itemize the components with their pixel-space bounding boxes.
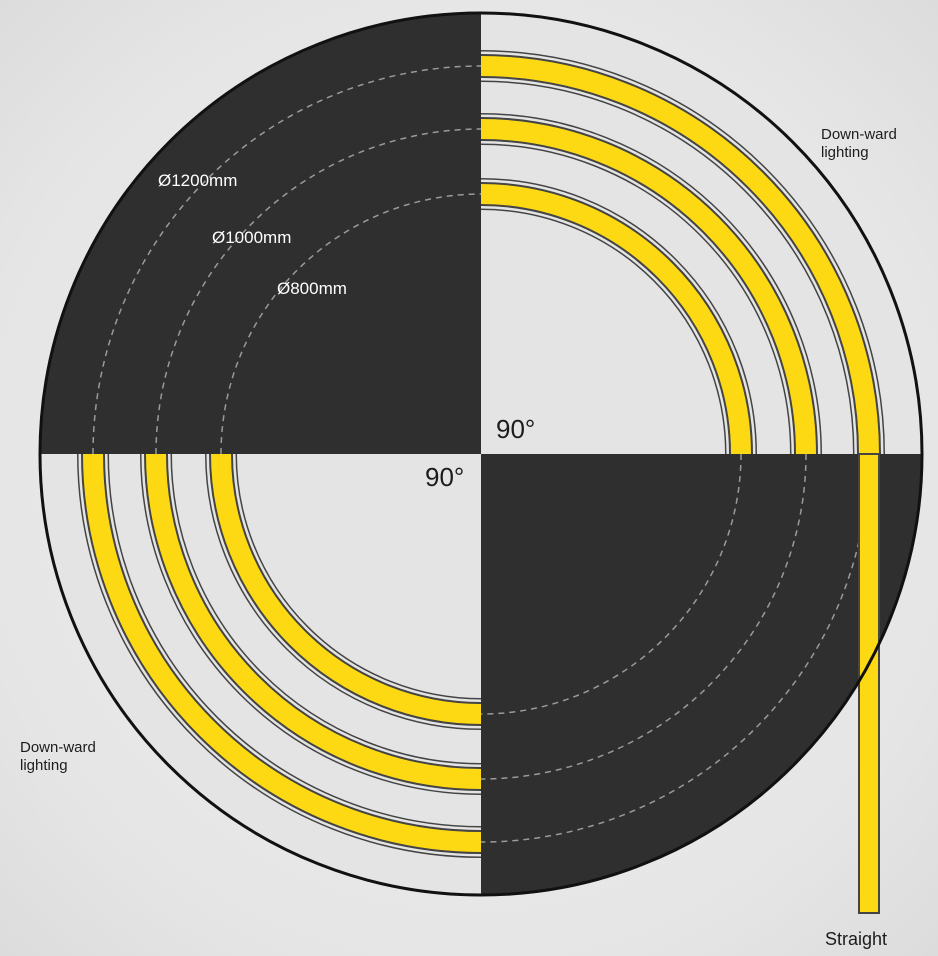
outer-circle [38, 11, 924, 897]
quadrant-group [40, 13, 922, 895]
dashed-guide-top-left-1 [155, 128, 482, 455]
diameter-label-1200: Ø1200mm [158, 171, 238, 190]
straight-strip [858, 453, 880, 914]
angle-label-bottom: 90° [425, 462, 465, 492]
dashed-guide-top-left-2 [220, 193, 482, 455]
led-strip-group [77, 50, 885, 914]
strip-fill-bottom-left-0 [83, 453, 482, 852]
diameter-label-800: Ø800mm [277, 279, 347, 298]
strip-fill-bottom-left-1 [146, 453, 482, 789]
diameter-label-1000: Ø1000mm [212, 228, 292, 247]
strip-fill-top-right-1 [480, 119, 816, 455]
strip-fill-top-right-2 [480, 184, 751, 455]
angle-label-top: 90° [496, 414, 536, 444]
bottom-right-quadrant [481, 454, 922, 895]
dashed-guide-bottom-right-1 [480, 453, 807, 780]
strip-fill-bottom-left-2 [211, 453, 482, 724]
lighting-label-top-right: Down-ward lighting [821, 126, 897, 161]
dashed-guide-top-left-0 [92, 65, 482, 455]
strip-fill-top-right-0 [480, 56, 879, 455]
lighting-label-bottom-left: Down-ward lighting [20, 739, 96, 774]
straight-label: Straight [825, 929, 888, 949]
dashed-guide-bottom-right-2 [480, 453, 742, 715]
